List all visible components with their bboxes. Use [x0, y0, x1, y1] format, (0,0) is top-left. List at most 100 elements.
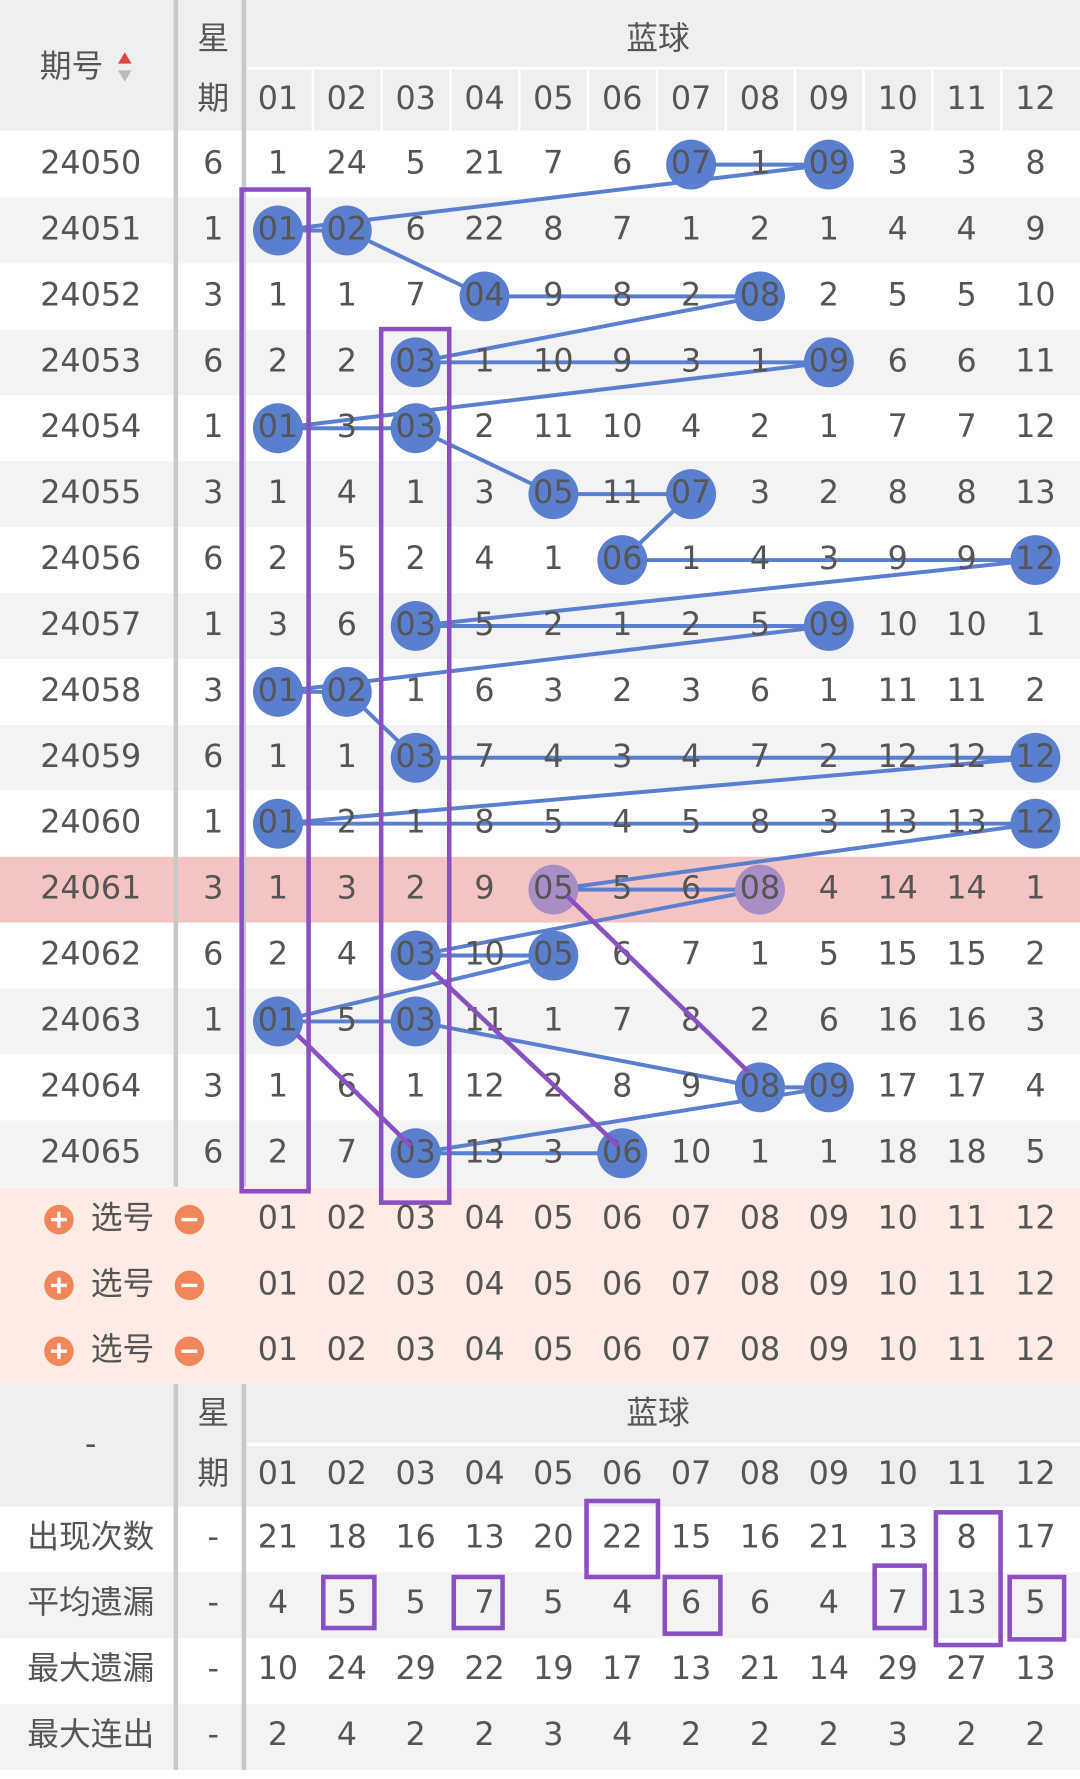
picker-number[interactable]: 04 [464, 1201, 504, 1237]
picker-number[interactable]: 06 [602, 1332, 642, 1368]
picker-number[interactable]: 02 [327, 1332, 367, 1368]
miss-count: 1 [268, 277, 288, 313]
picker-number[interactable]: 05 [533, 1201, 573, 1237]
group-header: 蓝球 [626, 21, 690, 57]
picker-number[interactable]: 03 [395, 1266, 435, 1302]
stat-value: 4 [612, 1717, 632, 1753]
period-header: 期号 [40, 49, 104, 85]
picker-number[interactable]: 10 [877, 1201, 917, 1237]
stat-value: 4 [819, 1585, 839, 1621]
hit-number: 03 [395, 1002, 435, 1038]
miss-count: 13 [464, 1134, 504, 1170]
weekday: - [208, 1519, 219, 1555]
annotation-line [295, 1033, 413, 1148]
hit-number: 01 [258, 805, 298, 841]
hit-ball [666, 139, 717, 190]
picker-number[interactable]: 12 [1015, 1266, 1055, 1302]
column-header: 08 [740, 81, 780, 117]
stat-value: 13 [671, 1651, 711, 1687]
period: 24053 [40, 343, 141, 379]
miss-count: 5 [819, 937, 839, 973]
picker-number[interactable]: 05 [533, 1332, 573, 1368]
annotation-box [662, 1574, 723, 1636]
picker-number[interactable]: 11 [946, 1201, 986, 1237]
miss-count: 8 [1025, 146, 1045, 182]
hit-ball [390, 930, 441, 981]
miss-count: 12 [877, 739, 917, 775]
hit-number: 03 [395, 739, 435, 775]
picker-number[interactable]: 04 [464, 1266, 504, 1302]
miss-count: 7 [681, 937, 701, 973]
period: 24065 [40, 1134, 141, 1170]
hit-number: 01 [258, 409, 298, 445]
miss-count: 16 [877, 1002, 917, 1038]
weekday: 3 [203, 1068, 223, 1104]
picker-number[interactable]: 10 [877, 1332, 917, 1368]
picker-number[interactable]: 12 [1015, 1201, 1055, 1237]
column-header: 05 [533, 1456, 573, 1492]
picker-number[interactable]: 06 [602, 1266, 642, 1302]
weekday: 3 [203, 673, 223, 709]
picker-number[interactable]: 01 [258, 1266, 298, 1302]
picker-number[interactable]: 05 [533, 1266, 573, 1302]
miss-count: 3 [337, 409, 357, 445]
stat-value: 10 [258, 1651, 298, 1687]
picker-number[interactable]: 03 [395, 1332, 435, 1368]
column-header: 03 [395, 1456, 435, 1492]
miss-count: 1 [268, 871, 288, 907]
picker-number[interactable]: 09 [809, 1201, 849, 1237]
miss-count: 2 [819, 475, 839, 511]
stat-value: 7 [888, 1585, 908, 1621]
stat-value: 8 [956, 1519, 976, 1555]
picker-number[interactable]: 04 [464, 1332, 504, 1368]
stat-value: 5 [337, 1585, 357, 1621]
picker-number[interactable]: 02 [327, 1201, 367, 1237]
picker-number[interactable]: 11 [946, 1332, 986, 1368]
miss-count: 9 [543, 277, 563, 313]
column-header: 03 [395, 81, 435, 117]
picker-number[interactable]: 11 [946, 1266, 986, 1302]
picker-number[interactable]: 10 [877, 1266, 917, 1302]
miss-count: 8 [474, 805, 494, 841]
picker-number[interactable]: 08 [740, 1332, 780, 1368]
miss-count: 5 [681, 805, 701, 841]
picker-number[interactable]: 01 [258, 1332, 298, 1368]
column-header: 10 [877, 1456, 917, 1492]
miss-count: 12 [464, 1068, 504, 1104]
miss-count: 12 [1015, 409, 1055, 445]
weekday: 1 [203, 1002, 223, 1038]
hit-ball [735, 271, 785, 322]
miss-count: 4 [681, 409, 701, 445]
miss-count: 6 [956, 343, 976, 379]
picker-number[interactable]: 03 [395, 1201, 435, 1237]
miss-count: 1 [750, 1134, 770, 1170]
miss-count: 4 [681, 739, 701, 775]
miss-count: 4 [956, 211, 976, 247]
stat-value: 2 [681, 1717, 701, 1753]
weekday: 6 [203, 1134, 223, 1170]
picker-number[interactable]: 06 [602, 1201, 642, 1237]
weekday: 3 [203, 475, 223, 511]
stat-label: 平均遗漏 [27, 1585, 154, 1621]
picker-number[interactable]: 07 [671, 1201, 711, 1237]
hit-number: 07 [671, 146, 711, 182]
miss-count: 7 [956, 409, 976, 445]
picker-number[interactable]: 02 [327, 1266, 367, 1302]
period: 24063 [40, 1002, 141, 1038]
miss-count: 6 [337, 607, 357, 643]
hit-number: 01 [258, 673, 298, 709]
hit-ball [1010, 732, 1061, 783]
picker-number[interactable]: 07 [671, 1332, 711, 1368]
picker-number[interactable]: 08 [740, 1266, 780, 1302]
picker-number[interactable]: 08 [740, 1201, 780, 1237]
picker-number[interactable]: 01 [258, 1201, 298, 1237]
hit-ball [1010, 798, 1061, 849]
miss-count: 7 [543, 146, 563, 182]
picker-number[interactable]: 09 [809, 1332, 849, 1368]
miss-count: 2 [1025, 937, 1045, 973]
picker-number[interactable]: 09 [809, 1266, 849, 1302]
miss-count: 7 [474, 739, 494, 775]
picker-number[interactable]: 12 [1015, 1332, 1055, 1368]
picker-number[interactable]: 07 [671, 1266, 711, 1302]
stat-value: 29 [395, 1651, 435, 1687]
